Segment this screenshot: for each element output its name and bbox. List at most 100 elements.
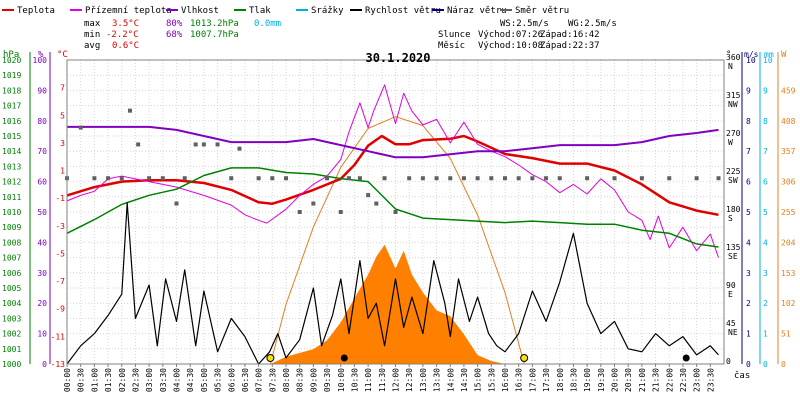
x-tick-label: 04:30	[186, 368, 195, 392]
mm-tick-label: 10	[763, 56, 773, 65]
w-tick-label: 357	[781, 147, 796, 156]
x-tick-label: 19:30	[597, 368, 606, 392]
x-tick-label: 11:30	[378, 368, 387, 392]
wind-direction-point	[357, 176, 362, 181]
moon-rise: Východ:10:08	[478, 41, 543, 51]
wind-info: WS:2.5m/s WG:2.5m/s	[500, 19, 617, 29]
wind-direction-point	[201, 142, 206, 147]
x-axis-label: čas	[734, 370, 750, 381]
wind-direction-point	[193, 142, 198, 147]
x-tick-label: 03:00	[145, 368, 154, 392]
mm-tick-label: 7	[763, 147, 768, 156]
dir-tick-label: 135	[726, 243, 741, 252]
stats-avg-label: avg	[84, 41, 100, 51]
degc-tick-label: 5	[60, 111, 65, 120]
wind-direction-point	[407, 176, 412, 181]
dir-tick-label: 45	[726, 319, 736, 328]
hpa-tick-label: 1015	[2, 132, 21, 141]
hpa-tick-label: 1007	[2, 254, 21, 263]
x-tick-label: 01:00	[90, 368, 99, 392]
astro-info: Slunce Východ:07:26 Západ:16:42 Měsíc Vý…	[438, 30, 600, 51]
x-tick-label: 20:30	[624, 368, 633, 392]
sun-rise: Východ:07:26	[478, 30, 543, 40]
degc-tick-label: -11	[51, 332, 66, 341]
x-tick-label: 20:00	[611, 368, 620, 392]
chart-title: 30.1.2020	[365, 51, 430, 65]
wind-direction-point	[297, 210, 302, 214]
ms-tick-label: 6	[746, 178, 751, 187]
w-tick-label: 204	[781, 238, 796, 247]
wind-direction-point	[530, 176, 535, 181]
x-tick-label: 00:30	[77, 368, 86, 392]
series	[65, 84, 721, 365]
hpa-tick-label: 1018	[2, 86, 21, 95]
x-tick-label: 22:00	[665, 368, 674, 392]
hpa-tick-label: 1011	[2, 193, 21, 202]
hpa-tick-label: 1020	[2, 56, 21, 65]
x-tick-label: 21:30	[652, 368, 661, 392]
wind-direction-point	[557, 176, 562, 181]
x-tick-label: 23:30	[706, 368, 715, 392]
wind-direction-point	[160, 176, 165, 181]
ms-tick-label: 0	[746, 360, 751, 369]
pct-tick-label: 30	[37, 269, 47, 278]
solar-radiation	[269, 116, 525, 365]
legend-label: Teplota	[17, 6, 55, 16]
legend-label: Vlhkost	[181, 6, 219, 16]
x-tick-label: 21:00	[638, 368, 647, 392]
mm-tick-label: 5	[763, 208, 768, 217]
wind-direction-point	[237, 146, 242, 151]
wind-direction-point	[667, 176, 672, 181]
degc-tick-label: -9	[55, 305, 65, 314]
x-tick-label: 16:00	[501, 368, 510, 392]
stats-min-label: min	[84, 30, 100, 40]
hpa-tick-label: 1012	[2, 178, 21, 187]
degc-tick-label: -13	[51, 360, 66, 369]
ms-tick-label: 9	[746, 86, 751, 95]
w-tick-label: 51	[781, 330, 791, 339]
stats-min-press: 1007.7hPa	[190, 30, 239, 40]
x-tick-label: 07:00	[255, 368, 264, 392]
x-tick-label: 10:30	[350, 368, 359, 392]
sun-set: Západ:16:42	[540, 30, 600, 40]
ms-tick-label: 3	[746, 269, 751, 278]
x-tick-label: 14:00	[446, 368, 455, 392]
dir-compass-label: S	[728, 214, 733, 223]
x-tick-label: 14:30	[460, 368, 469, 392]
ms-tick-label: 1	[746, 330, 751, 339]
x-tick-label: 04:00	[173, 368, 182, 392]
x-tick-label: 08:30	[296, 368, 305, 392]
w-tick-label: 306	[781, 178, 796, 187]
stats-max-press: 1013.2hPa	[190, 19, 239, 29]
series-line-vlhkost	[67, 125, 719, 159]
stats-max-rain: 0.0mm	[254, 19, 281, 29]
hpa-tick-label: 1005	[2, 284, 21, 293]
x-tick-label: 00:00	[63, 368, 72, 392]
wind-direction-point	[270, 176, 275, 181]
hpa-tick-label: 1008	[2, 238, 21, 247]
series-line-teplota	[66, 134, 719, 217]
mm-tick-label: 2	[763, 299, 768, 308]
dir-tick-label: 360	[726, 53, 741, 62]
x-tick-label: 02:30	[131, 368, 140, 392]
series-line-rychlost-v-tru	[66, 202, 719, 365]
wind-direction-point	[489, 176, 494, 181]
hpa-tick-label: 1016	[2, 117, 21, 126]
x-tick-label: 12:30	[405, 368, 414, 392]
mm-axis-label: mm	[764, 50, 774, 59]
dir-compass-label: E	[728, 290, 733, 299]
wind-direction-point	[174, 201, 179, 206]
pct-tick-label: 70	[37, 147, 47, 156]
mm-tick-label: 9	[763, 86, 768, 95]
x-tick-label: 15:30	[487, 368, 496, 392]
mm-tick-label: 6	[763, 178, 768, 187]
wind-direction-point	[694, 176, 699, 181]
wind-direction-point	[716, 176, 721, 181]
sun-label: Slunce	[438, 30, 471, 40]
legend-label: Rychlost větru	[365, 6, 441, 16]
legend-label: Přízemní teplota	[85, 6, 172, 16]
hpa-tick-label: 1019	[2, 71, 21, 80]
wind-direction-point	[119, 176, 124, 181]
x-tick-label: 16:30	[515, 368, 524, 392]
ms-tick-label: 10	[746, 56, 756, 65]
